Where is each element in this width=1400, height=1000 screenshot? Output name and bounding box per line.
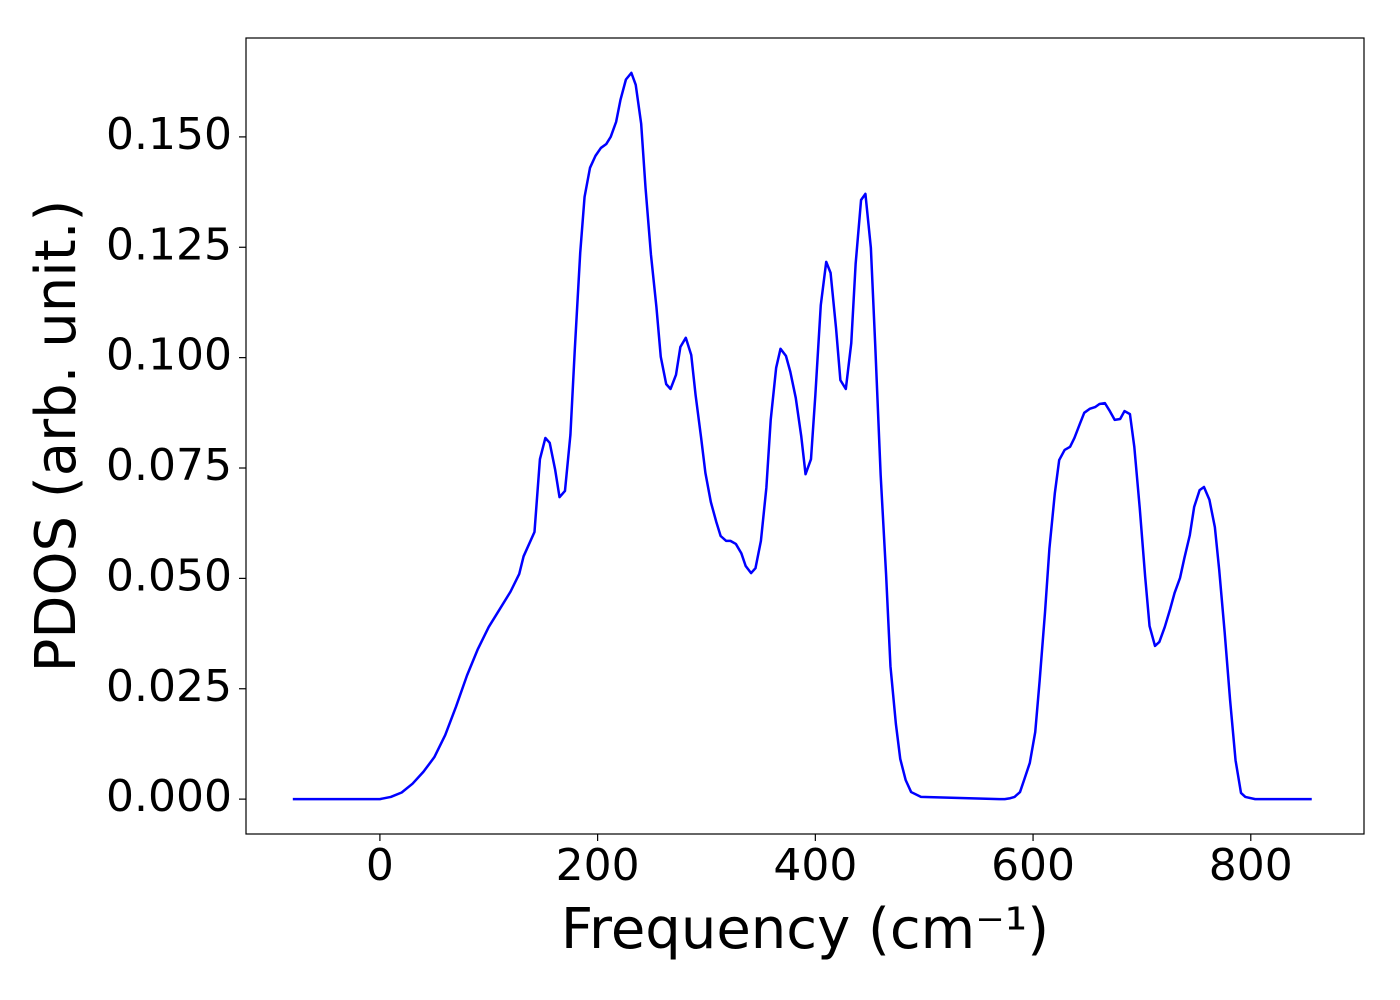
y-tick-label: 0.125	[106, 219, 232, 270]
plot-frame	[245, 37, 1365, 835]
y-axis-label: PDOS (arb. unit.)	[24, 200, 89, 673]
x-tick-label: 0	[366, 840, 394, 891]
x-tick-label: 200	[556, 840, 640, 891]
y-tick-label: 0.000	[106, 771, 232, 822]
y-tick-label: 0.100	[106, 330, 232, 381]
x-tick-label: 600	[991, 840, 1075, 891]
x-axis-label: Frequency (cm⁻¹)	[561, 897, 1049, 962]
y-tick-label: 0.150	[106, 109, 232, 160]
y-tick-label: 0.025	[106, 661, 232, 712]
x-tick-label: 800	[1209, 840, 1293, 891]
x-tick-label: 400	[773, 840, 857, 891]
y-tick-label: 0.075	[106, 440, 232, 491]
y-tick-label: 0.050	[106, 550, 232, 601]
data-line	[292, 71, 1312, 801]
